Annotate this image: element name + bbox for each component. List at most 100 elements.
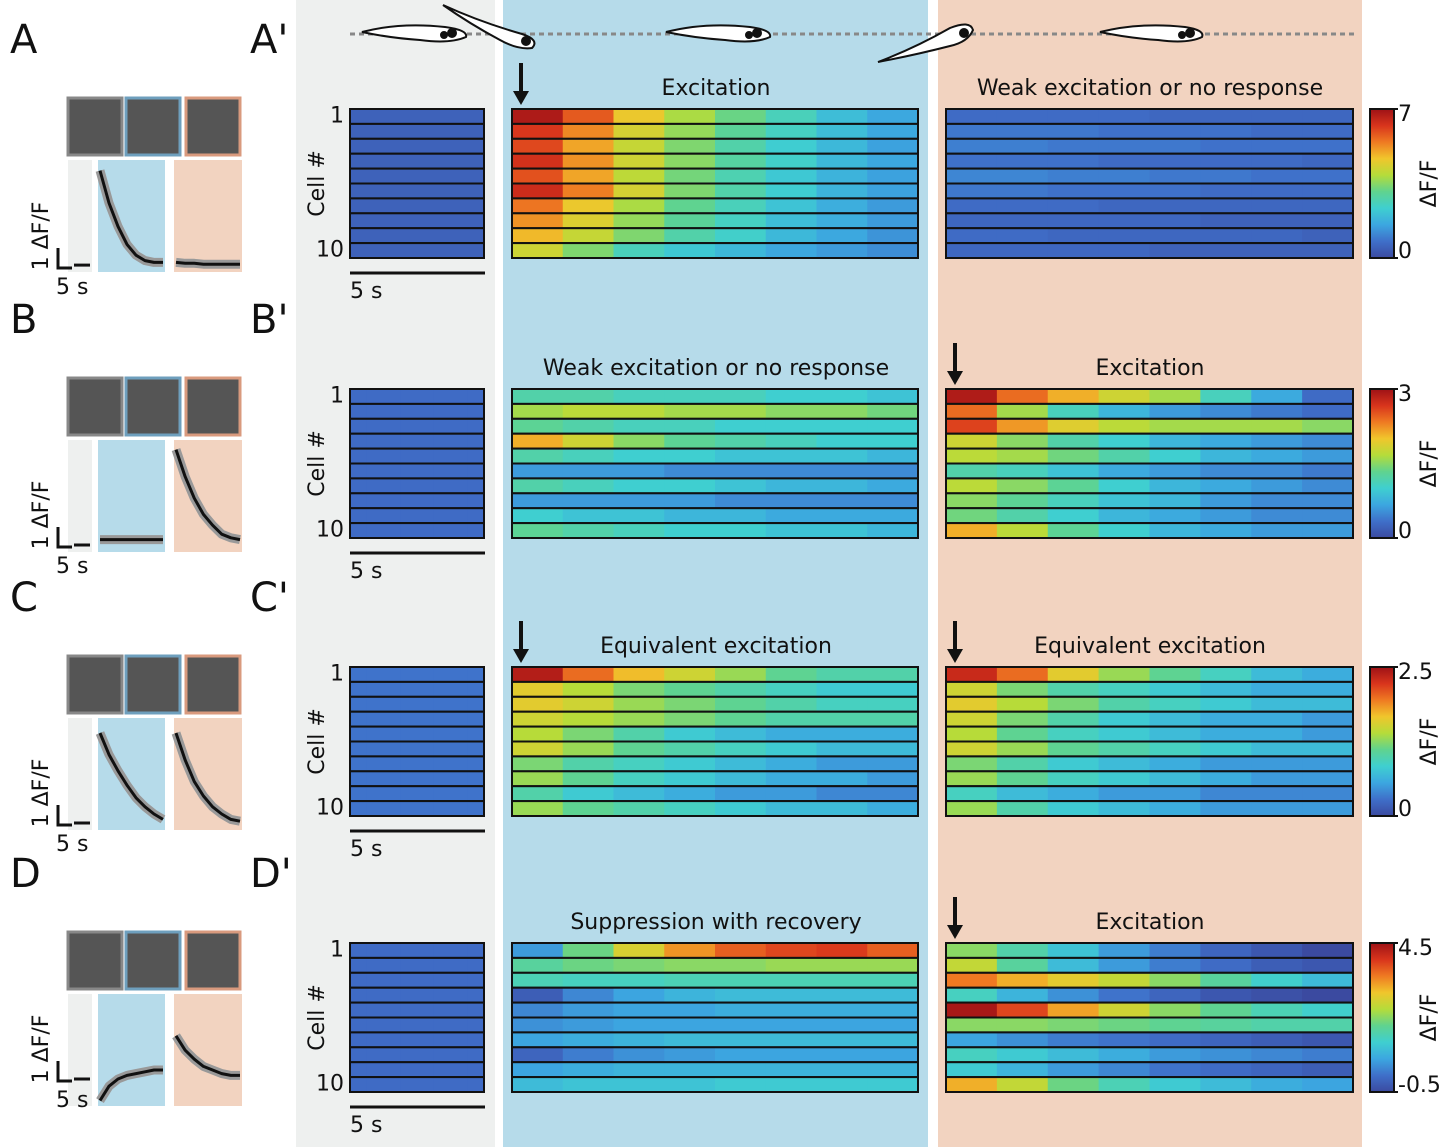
heatmap-cell <box>1302 493 1353 508</box>
heatmap-cell <box>1302 109 1353 124</box>
heatmap-cell <box>766 523 817 538</box>
heatmap-cell <box>867 198 918 213</box>
heatmap-cell <box>417 742 434 757</box>
heatmap-cell <box>614 943 665 958</box>
heatmap-cell <box>417 493 434 508</box>
heatmap-cell <box>1048 988 1099 1003</box>
colorbar <box>1370 943 1394 1092</box>
heatmap-cell <box>867 786 918 801</box>
heatmap-cell <box>766 1077 817 1092</box>
heatmap-cell <box>1150 682 1201 697</box>
heatmap-cell <box>614 184 665 199</box>
heatmap-cell <box>451 1003 468 1018</box>
thumbnail <box>68 378 122 435</box>
heatmap-cell <box>467 801 484 816</box>
heatmap-cell <box>1200 988 1251 1003</box>
heatmap-cell <box>563 756 614 771</box>
heatmap-cell <box>817 1003 868 1018</box>
heatmap-cell <box>946 727 997 742</box>
heatmap-cell <box>1251 213 1302 228</box>
heatmap-cell <box>1200 124 1251 139</box>
heatmap-cell <box>1200 667 1251 682</box>
heatmap-cell <box>614 154 665 169</box>
heatmap-cell <box>563 1062 614 1077</box>
heatmap-cell <box>350 184 367 199</box>
heatmap-cell <box>417 508 434 523</box>
heatmap-cell <box>400 697 417 712</box>
heatmap-cell <box>946 449 997 464</box>
heatmap-cell <box>384 771 401 786</box>
heatmap-cell <box>400 682 417 697</box>
heatmap-cell <box>766 1062 817 1077</box>
time-scale-label: 5 s <box>350 559 382 584</box>
heatmap-cell <box>467 667 484 682</box>
heatmap-cell <box>1200 712 1251 727</box>
heatmap-cell <box>1302 169 1353 184</box>
heatmap-cell <box>1251 184 1302 199</box>
heatmap-cell <box>451 786 468 801</box>
heatmap-cell <box>350 228 367 243</box>
heatmap-cell <box>467 697 484 712</box>
heatmap-cell <box>664 493 715 508</box>
heatmap-cell <box>367 434 384 449</box>
heatmap-cell <box>563 1003 614 1018</box>
heatmap-cell <box>1048 389 1099 404</box>
heatmap-cell <box>817 404 868 419</box>
heatmap-cell <box>350 404 367 419</box>
heatmap-cell <box>1302 727 1353 742</box>
heatmap-cell <box>766 667 817 682</box>
heatmap-cell <box>766 727 817 742</box>
heatmap-cell <box>1099 988 1150 1003</box>
heatmap-cell <box>467 1032 484 1047</box>
heatmap-cell <box>1048 464 1099 479</box>
heatmap-cell <box>350 493 367 508</box>
heatmap-cell <box>817 697 868 712</box>
heatmap-cell <box>867 523 918 538</box>
heatmap-cell <box>563 988 614 1003</box>
heatmap-cell <box>1302 667 1353 682</box>
heatmap-cell <box>434 449 451 464</box>
heatmap-cell <box>350 169 367 184</box>
heatmap-cell <box>1302 404 1353 419</box>
heatmap-cell <box>563 184 614 199</box>
heatmap-cell <box>715 1077 766 1092</box>
heatmap-cell <box>451 464 468 479</box>
heatmap-cell <box>434 508 451 523</box>
heatmap-cell <box>400 523 417 538</box>
heatmap-cell <box>451 958 468 973</box>
heatmap-cell <box>350 449 367 464</box>
heatmap-cell <box>1048 169 1099 184</box>
heatmap-cell <box>384 213 401 228</box>
heatmap-cell <box>997 109 1048 124</box>
heatmap-cell <box>664 712 715 727</box>
heatmap-cell <box>563 434 614 449</box>
heatmap-cell <box>417 786 434 801</box>
heatmap-cell <box>467 943 484 958</box>
heatmap-cell <box>512 109 563 124</box>
heatmap-cell <box>1048 109 1099 124</box>
heatmap-cell <box>563 464 614 479</box>
heatmap-cell <box>451 389 468 404</box>
heatmap-cell <box>1048 1018 1099 1033</box>
heatmap-cell <box>817 464 868 479</box>
heatmap-cell <box>417 1062 434 1077</box>
heatmap-cell <box>350 973 367 988</box>
trace-scale-label: 1 ΔF/F <box>29 759 54 828</box>
heatmap-cell <box>867 682 918 697</box>
heatmap-cell <box>563 727 614 742</box>
colorbar-tick-label: 2.5 <box>1398 660 1433 685</box>
heatmap-cell <box>400 124 417 139</box>
heatmap-cell <box>946 213 997 228</box>
heatmap-cell <box>715 508 766 523</box>
heatmap-cell <box>1048 154 1099 169</box>
heatmap-cell <box>614 682 665 697</box>
heatmap-cell <box>512 973 563 988</box>
heatmap-cell <box>664 1077 715 1092</box>
heatmap-cell <box>384 988 401 1003</box>
heatmap-cell <box>400 404 417 419</box>
heatmap-cell <box>512 154 563 169</box>
panel-label: D' <box>250 851 292 897</box>
heatmap-cell <box>1251 801 1302 816</box>
heatmap-cell <box>1048 667 1099 682</box>
heatmap-cell <box>563 139 614 154</box>
